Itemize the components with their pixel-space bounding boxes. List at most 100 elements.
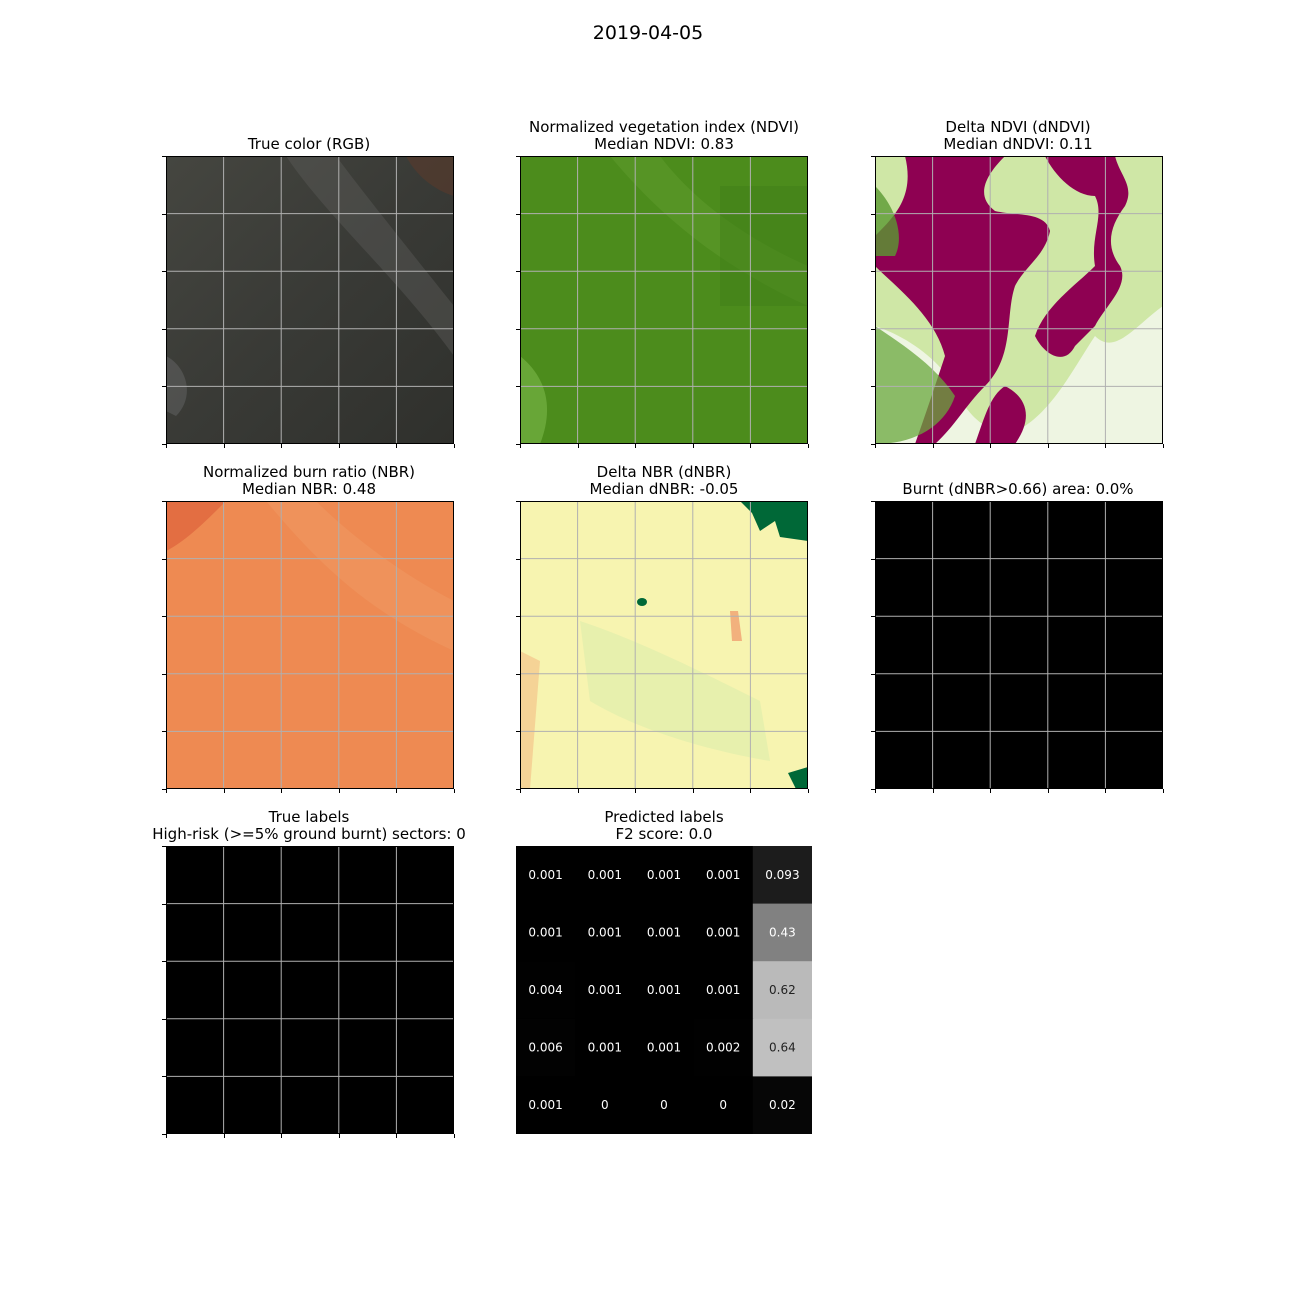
heatmap-label: 0.001 — [588, 925, 622, 939]
heatmap-label: 0.001 — [588, 1041, 622, 1055]
x-tick — [281, 444, 282, 448]
heatmap-label: 0.006 — [528, 1041, 562, 1055]
y-tick — [516, 789, 520, 790]
ndvi-subtitle-line: Median NDVI: 0.83 — [594, 135, 734, 153]
nbr-title-line: Normalized burn ratio (NBR) — [202, 463, 416, 481]
x-tick — [339, 1134, 340, 1138]
heatmap-label: 0.001 — [528, 1098, 562, 1112]
burnt-title-line: Burnt (dNBR>0.66) area: 0.0% — [902, 480, 1134, 498]
grid-lines — [166, 501, 454, 789]
nbr-band — [266, 501, 454, 651]
x-tick — [339, 789, 340, 793]
heatmap-label: 0.64 — [769, 1041, 796, 1055]
true-label-cell — [338, 1018, 397, 1077]
true-label-cell — [281, 1018, 339, 1077]
heatmap-cell — [575, 961, 635, 1020]
grid-lines — [520, 501, 808, 789]
x-tick — [1105, 789, 1106, 793]
soil-patch — [406, 156, 454, 196]
heatmap-cell — [575, 1018, 635, 1077]
true-label-cell — [223, 903, 282, 962]
x-tick — [166, 1134, 167, 1138]
x-tick — [875, 444, 876, 448]
true-label-cell — [166, 1076, 224, 1134]
x-tick — [933, 789, 934, 793]
frame — [520, 501, 808, 789]
rgb-image — [166, 156, 454, 444]
frame — [875, 156, 1163, 444]
heatmap-label: 0.001 — [706, 925, 740, 939]
true-label-cell — [281, 1076, 339, 1134]
ndvi-title-line: Normalized vegetation index (NDVI) — [529, 118, 799, 136]
heatmap-label: 0.62 — [769, 983, 796, 997]
heatmap-cell — [693, 903, 754, 962]
x-tick — [454, 444, 455, 448]
nbr-low-patch — [166, 501, 226, 551]
x-tick — [808, 789, 809, 793]
heatmap-cell — [693, 1018, 754, 1077]
true-label-cell — [223, 846, 282, 904]
predicted-title-line: Predicted labels — [604, 808, 724, 826]
x-tick — [1163, 444, 1164, 448]
dnbr-green-spot — [637, 598, 647, 606]
heatmap-cell — [575, 1076, 635, 1134]
true-labels-subtitle-line: High-risk (>=5% ground burnt) sectors: 0 — [152, 825, 466, 843]
heatmap-cell — [752, 961, 812, 1020]
grid-lines — [875, 501, 1163, 789]
x-tick — [281, 789, 282, 793]
heatmap-label: 0.001 — [647, 1041, 681, 1055]
true-label-cell — [338, 903, 397, 962]
dndvi-green-highpos — [875, 326, 955, 444]
rgb-title: True color (RGB) — [129, 136, 489, 153]
x-tick — [1048, 789, 1049, 793]
ndvi-dense — [720, 186, 808, 306]
true-label-cell — [396, 1018, 454, 1077]
heatmap-cell — [752, 1076, 812, 1134]
heatmap-cell — [634, 846, 695, 905]
x-tick — [454, 1134, 455, 1138]
true-label-cell — [166, 1018, 224, 1077]
burnt-background — [875, 501, 1163, 789]
predicted-heatmap: 0.001 0.001 0.001 0.001 0.093 0.001 0.001 0.001… — [516, 846, 812, 1134]
grid-lines — [520, 156, 808, 444]
heatmap-label: 0.43 — [769, 925, 796, 939]
heatmap-cell — [752, 903, 812, 962]
true-label-cell — [338, 846, 397, 904]
dndvi-title-line: Delta NDVI (dNDVI) — [945, 118, 1091, 136]
predicted-subtitle-line: F2 score: 0.0 — [615, 825, 713, 843]
x-tick — [454, 789, 455, 793]
y-tick — [162, 1134, 166, 1135]
x-tick — [808, 444, 809, 448]
heatmap-cell — [634, 903, 695, 962]
x-tick — [578, 789, 579, 793]
heatmap-cell — [693, 846, 754, 905]
heatmap-cell — [516, 846, 576, 905]
x-tick — [990, 444, 991, 448]
x-tick — [224, 444, 225, 448]
heatmap-label: 0.001 — [528, 868, 562, 882]
heatmap-cell — [575, 903, 635, 962]
dnbr-title-line: Delta NBR (dNBR) — [596, 463, 732, 481]
burnt-image — [875, 501, 1163, 789]
dndvi-image — [875, 156, 1163, 444]
x-tick — [635, 444, 636, 448]
true-label-cell — [223, 1018, 282, 1077]
dndvi-green-edge — [875, 186, 899, 256]
true-labels-title: True labels High-risk (>=5% ground burnt… — [129, 809, 489, 843]
heatmap-cell — [516, 1018, 576, 1077]
heatmap-cell — [693, 961, 754, 1020]
y-tick — [162, 444, 166, 445]
y-tick — [871, 444, 875, 445]
true-label-cell — [281, 846, 339, 904]
heatmap-label: 0.004 — [528, 983, 562, 997]
ndvi-title: Normalized vegetation index (NDVI) Media… — [484, 119, 844, 153]
dnbr-image — [520, 501, 808, 789]
heatmap-cell — [516, 903, 576, 962]
heatmap-cell — [516, 1076, 576, 1134]
frame — [166, 156, 454, 444]
heatmap-cell — [634, 1018, 695, 1077]
dnbr-green-texture — [580, 621, 770, 761]
dndvi-subtitle-line: Median dNDVI: 0.11 — [943, 135, 1093, 153]
heatmap-label: 0.02 — [769, 1098, 796, 1112]
heatmap-label: 0.001 — [528, 925, 562, 939]
